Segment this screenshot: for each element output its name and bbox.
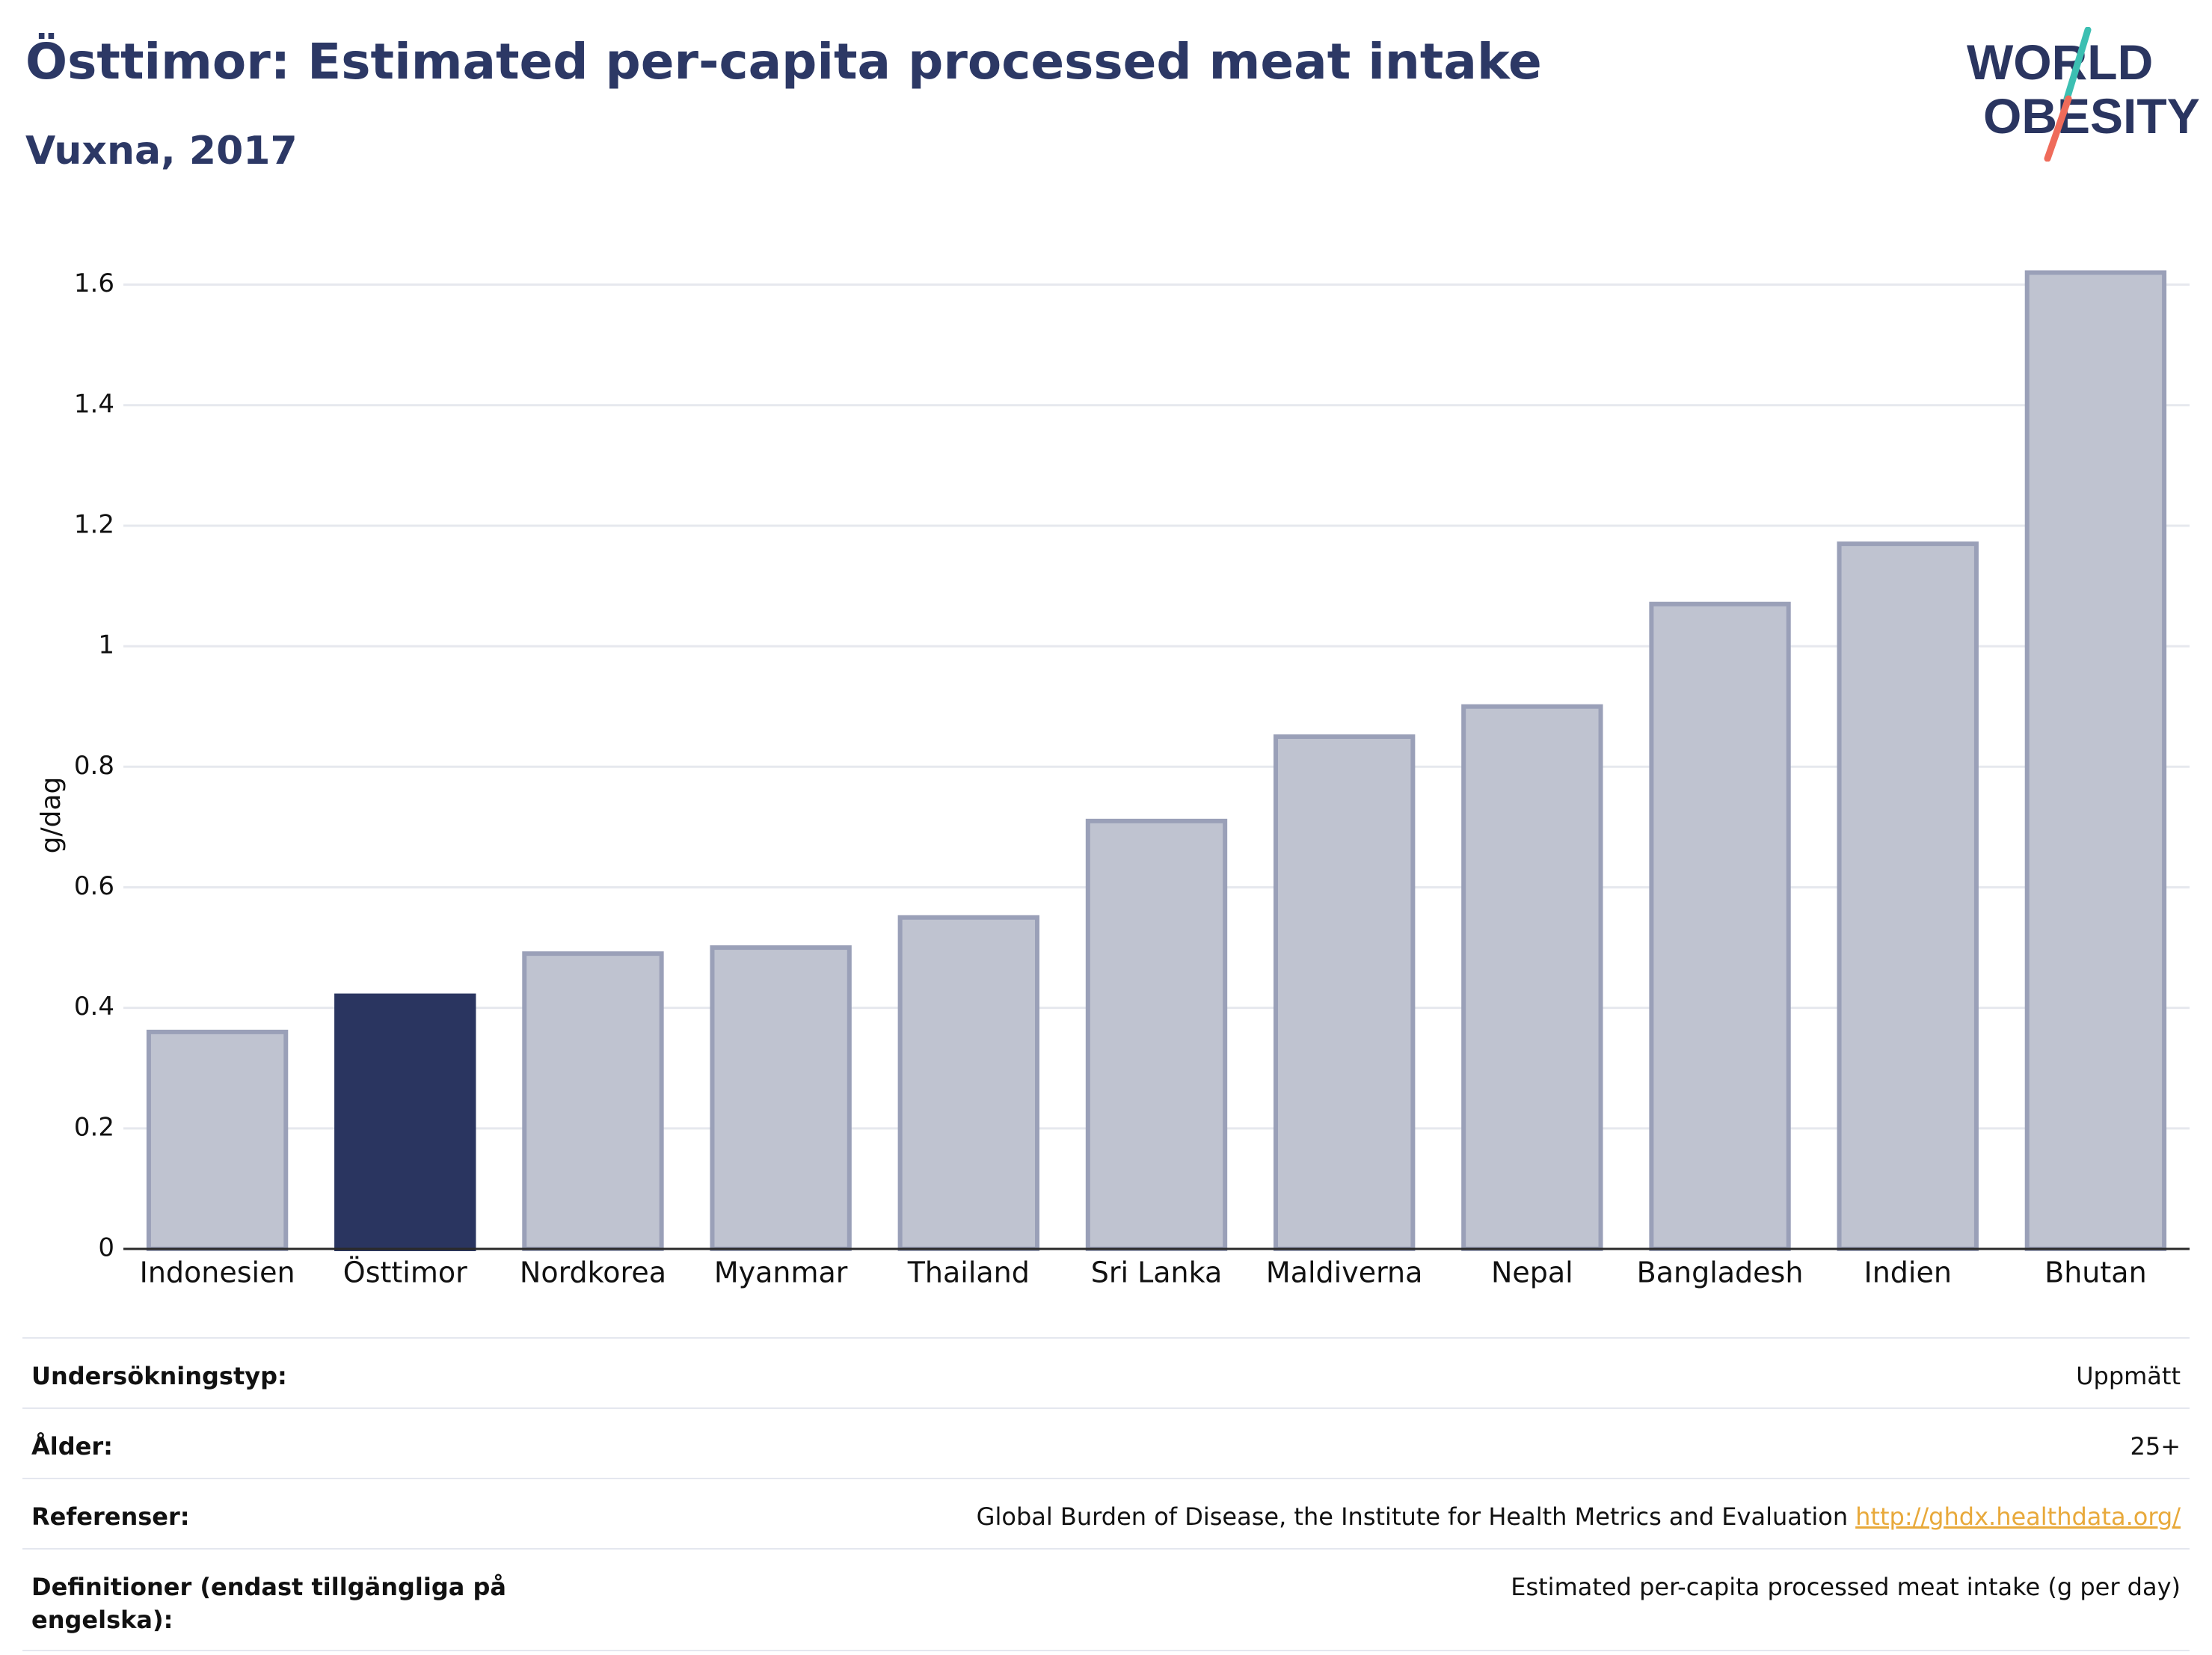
x-tick-label: Indonesien <box>140 1256 295 1289</box>
bar-bhutan[interactable] <box>2024 270 2167 1252</box>
x-tick-label: Myanmar <box>714 1256 848 1289</box>
x-tick-label: Indien <box>1864 1256 1952 1289</box>
bar-nordkorea[interactable] <box>522 951 664 1252</box>
reference-link[interactable]: http://ghdx.healthdata.org/ <box>1855 1502 2181 1531</box>
y-tick-label: 1.4 <box>74 389 114 419</box>
y-tick-label: 0.4 <box>74 992 114 1022</box>
x-tick-labels: Indonesien Östtimor Nordkorea Myanmar Thaila… <box>140 1256 2147 1289</box>
chart-subtitle: Vuxna, 2017 <box>25 129 298 174</box>
bar-sri-lanka[interactable] <box>1085 818 1228 1251</box>
y-tick-label: 0.8 <box>74 751 114 781</box>
metadata-table: Undersökningstyp: Uppmätt Ålder: 25+ Ref… <box>22 1337 2190 1651</box>
meta-row-definitions: Definitioner (endast tillgängliga på eng… <box>22 1548 2190 1651</box>
logo-line1: WORLD <box>1967 34 2153 90</box>
meta-value: Uppmätt <box>2076 1362 2181 1390</box>
y-axis-label: g/dag <box>36 777 67 854</box>
meta-key: Definitioner (endast tillgängliga på eng… <box>31 1573 506 1634</box>
world-obesity-logo: WORLD OBESITY <box>1967 27 2200 162</box>
x-tick-label: Nepal <box>1491 1256 1573 1289</box>
y-tick-label: 0.2 <box>74 1112 114 1142</box>
bar-maldiverna[interactable] <box>1274 734 1416 1251</box>
meta-key: Ålder: <box>31 1432 113 1461</box>
bar-indonesien[interactable] <box>146 1029 289 1251</box>
y-tick-label: 1.2 <box>74 509 114 539</box>
x-tick-label: Bangladesh <box>1637 1256 1804 1289</box>
meta-row-survey-type: Undersökningstyp: Uppmätt <box>22 1337 2190 1407</box>
y-axis-label-wrap: g/dag <box>36 777 67 854</box>
bar-bangladesh[interactable] <box>1649 601 1791 1251</box>
y-tick-label: 0.6 <box>74 871 114 901</box>
y-tick-label: 0 <box>98 1233 114 1263</box>
x-tick-label: Maldiverna <box>1266 1256 1423 1289</box>
chart-title: Östtimor: Estimated per-capita processed… <box>25 33 1542 90</box>
meta-row-age: Ålder: 25+ <box>22 1407 2190 1478</box>
x-tick-label: Nordkorea <box>520 1256 666 1289</box>
meta-value: Global Burden of Disease, the Institute … <box>976 1502 1849 1531</box>
y-tick-labels: 0 0.2 0.4 0.6 0.8 1 1.2 1.4 1.6 <box>74 268 114 1262</box>
bar-östtimor[interactable] <box>334 993 476 1251</box>
meta-row-references: Referenser: Global Burden of Disease, th… <box>22 1478 2190 1548</box>
bar-chart: 0 0.2 0.4 0.6 0.8 1 1.2 1.4 1.6 Indonesien Östtim… <box>74 268 2190 1289</box>
meta-value: 25+ <box>2130 1432 2181 1461</box>
y-tick-label: 1.6 <box>74 268 114 298</box>
x-tick-label: Bhutan <box>2044 1256 2147 1289</box>
x-tick-label: Thailand <box>907 1256 1030 1289</box>
bar-nepal[interactable] <box>1461 704 1603 1251</box>
meta-value-wrap: Global Burden of Disease, the Institute … <box>977 1500 2181 1533</box>
x-tick-label: Sri Lanka <box>1091 1256 1223 1289</box>
logo-line2: OBESITY <box>1983 88 2200 144</box>
bar-thailand[interactable] <box>897 915 1039 1251</box>
bar-indien[interactable] <box>1837 541 1979 1251</box>
x-tick-label: Östtimor <box>343 1256 467 1289</box>
bar-myanmar[interactable] <box>710 945 852 1251</box>
y-tick-label: 1 <box>98 630 114 660</box>
bars <box>146 270 2167 1252</box>
meta-key: Undersökningstyp: <box>31 1362 287 1390</box>
meta-value: Estimated per-capita processed meat inta… <box>1511 1573 2181 1601</box>
meta-key: Referenser: <box>31 1502 190 1531</box>
